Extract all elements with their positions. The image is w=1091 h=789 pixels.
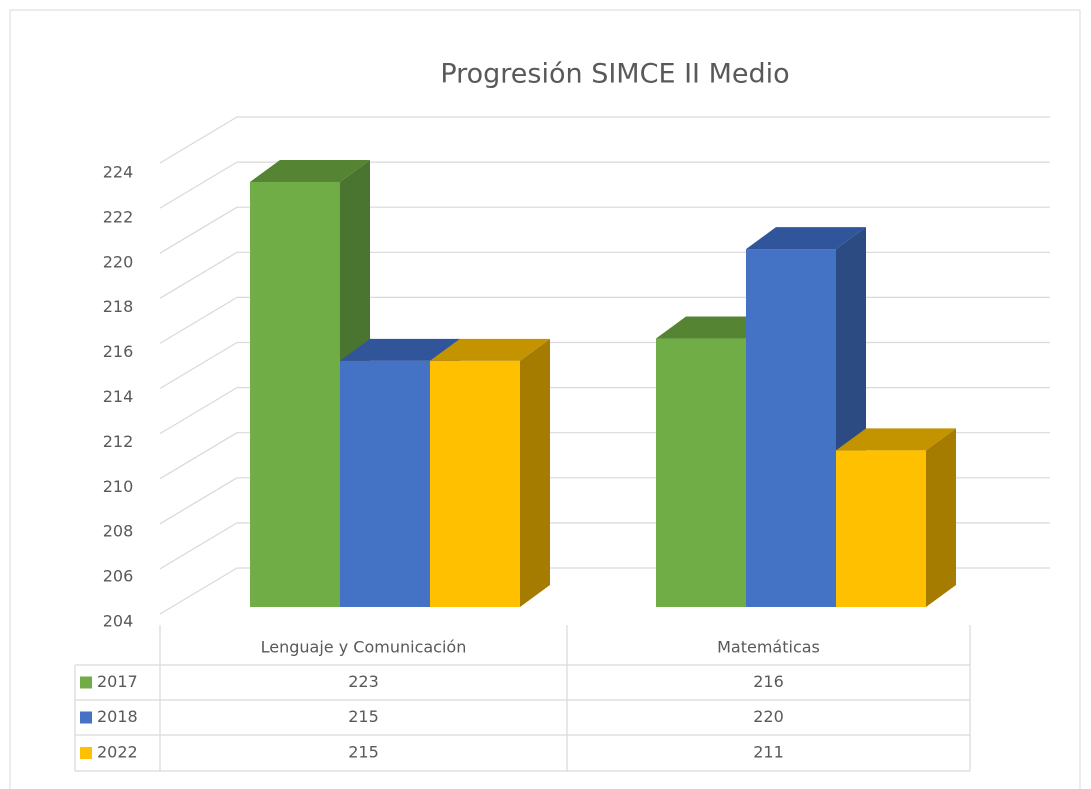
y-tick-label: 210 bbox=[103, 477, 134, 496]
bar bbox=[656, 338, 746, 607]
bar bbox=[340, 360, 430, 607]
bar bbox=[430, 360, 520, 607]
y-tick-label: 218 bbox=[103, 297, 134, 316]
grid-line-depth bbox=[159, 477, 238, 525]
grid-line-depth bbox=[159, 567, 238, 615]
table-header: Matemáticas bbox=[717, 638, 820, 657]
grid-line-depth bbox=[159, 251, 238, 299]
y-tick-label: 216 bbox=[103, 342, 134, 361]
y-tick-label: 224 bbox=[103, 163, 134, 182]
y-tick-label: 220 bbox=[103, 252, 134, 271]
table-value: 223 bbox=[348, 672, 379, 691]
bar-top bbox=[430, 338, 550, 361]
y-tick-label: 222 bbox=[103, 207, 134, 226]
table-header: Lenguaje y Comunicación bbox=[261, 638, 467, 657]
y-tick-label: 204 bbox=[103, 612, 134, 631]
y-tick-label: 212 bbox=[103, 432, 134, 451]
legend-label: 2017 bbox=[97, 672, 138, 691]
bar-top bbox=[746, 227, 866, 250]
bar-top bbox=[836, 428, 956, 451]
y-tick-label: 206 bbox=[103, 567, 134, 586]
bar-side bbox=[926, 428, 956, 607]
bar-side bbox=[520, 338, 550, 607]
grid-line-depth bbox=[159, 296, 238, 344]
chart-border bbox=[9, 9, 1081, 789]
table-value: 211 bbox=[753, 743, 784, 762]
bar-top bbox=[340, 338, 460, 361]
bar-top bbox=[250, 159, 370, 182]
y-tick-label: 208 bbox=[103, 522, 134, 541]
table-value: 216 bbox=[753, 672, 784, 691]
bar bbox=[746, 249, 836, 607]
grid-line-depth bbox=[159, 387, 238, 435]
table-value: 215 bbox=[348, 707, 379, 726]
grid-line-depth bbox=[159, 116, 238, 164]
legend-swatch bbox=[80, 676, 92, 689]
grid-line-depth bbox=[159, 341, 238, 390]
chart-title: Progresión SIMCE II Medio bbox=[440, 59, 789, 90]
bar bbox=[836, 450, 926, 607]
legend-label: 2018 bbox=[97, 707, 138, 726]
bar bbox=[250, 181, 340, 607]
legend-swatch bbox=[80, 747, 92, 759]
grid-line-depth bbox=[159, 206, 238, 254]
y-tick-label: 214 bbox=[103, 387, 134, 406]
legend-swatch bbox=[80, 711, 92, 724]
grid-line-depth bbox=[159, 522, 238, 570]
table-value: 220 bbox=[753, 707, 784, 726]
legend-label: 2022 bbox=[97, 743, 138, 762]
table-value: 215 bbox=[348, 743, 379, 762]
grid-line-depth bbox=[159, 432, 238, 480]
grid-line-depth bbox=[159, 161, 238, 209]
